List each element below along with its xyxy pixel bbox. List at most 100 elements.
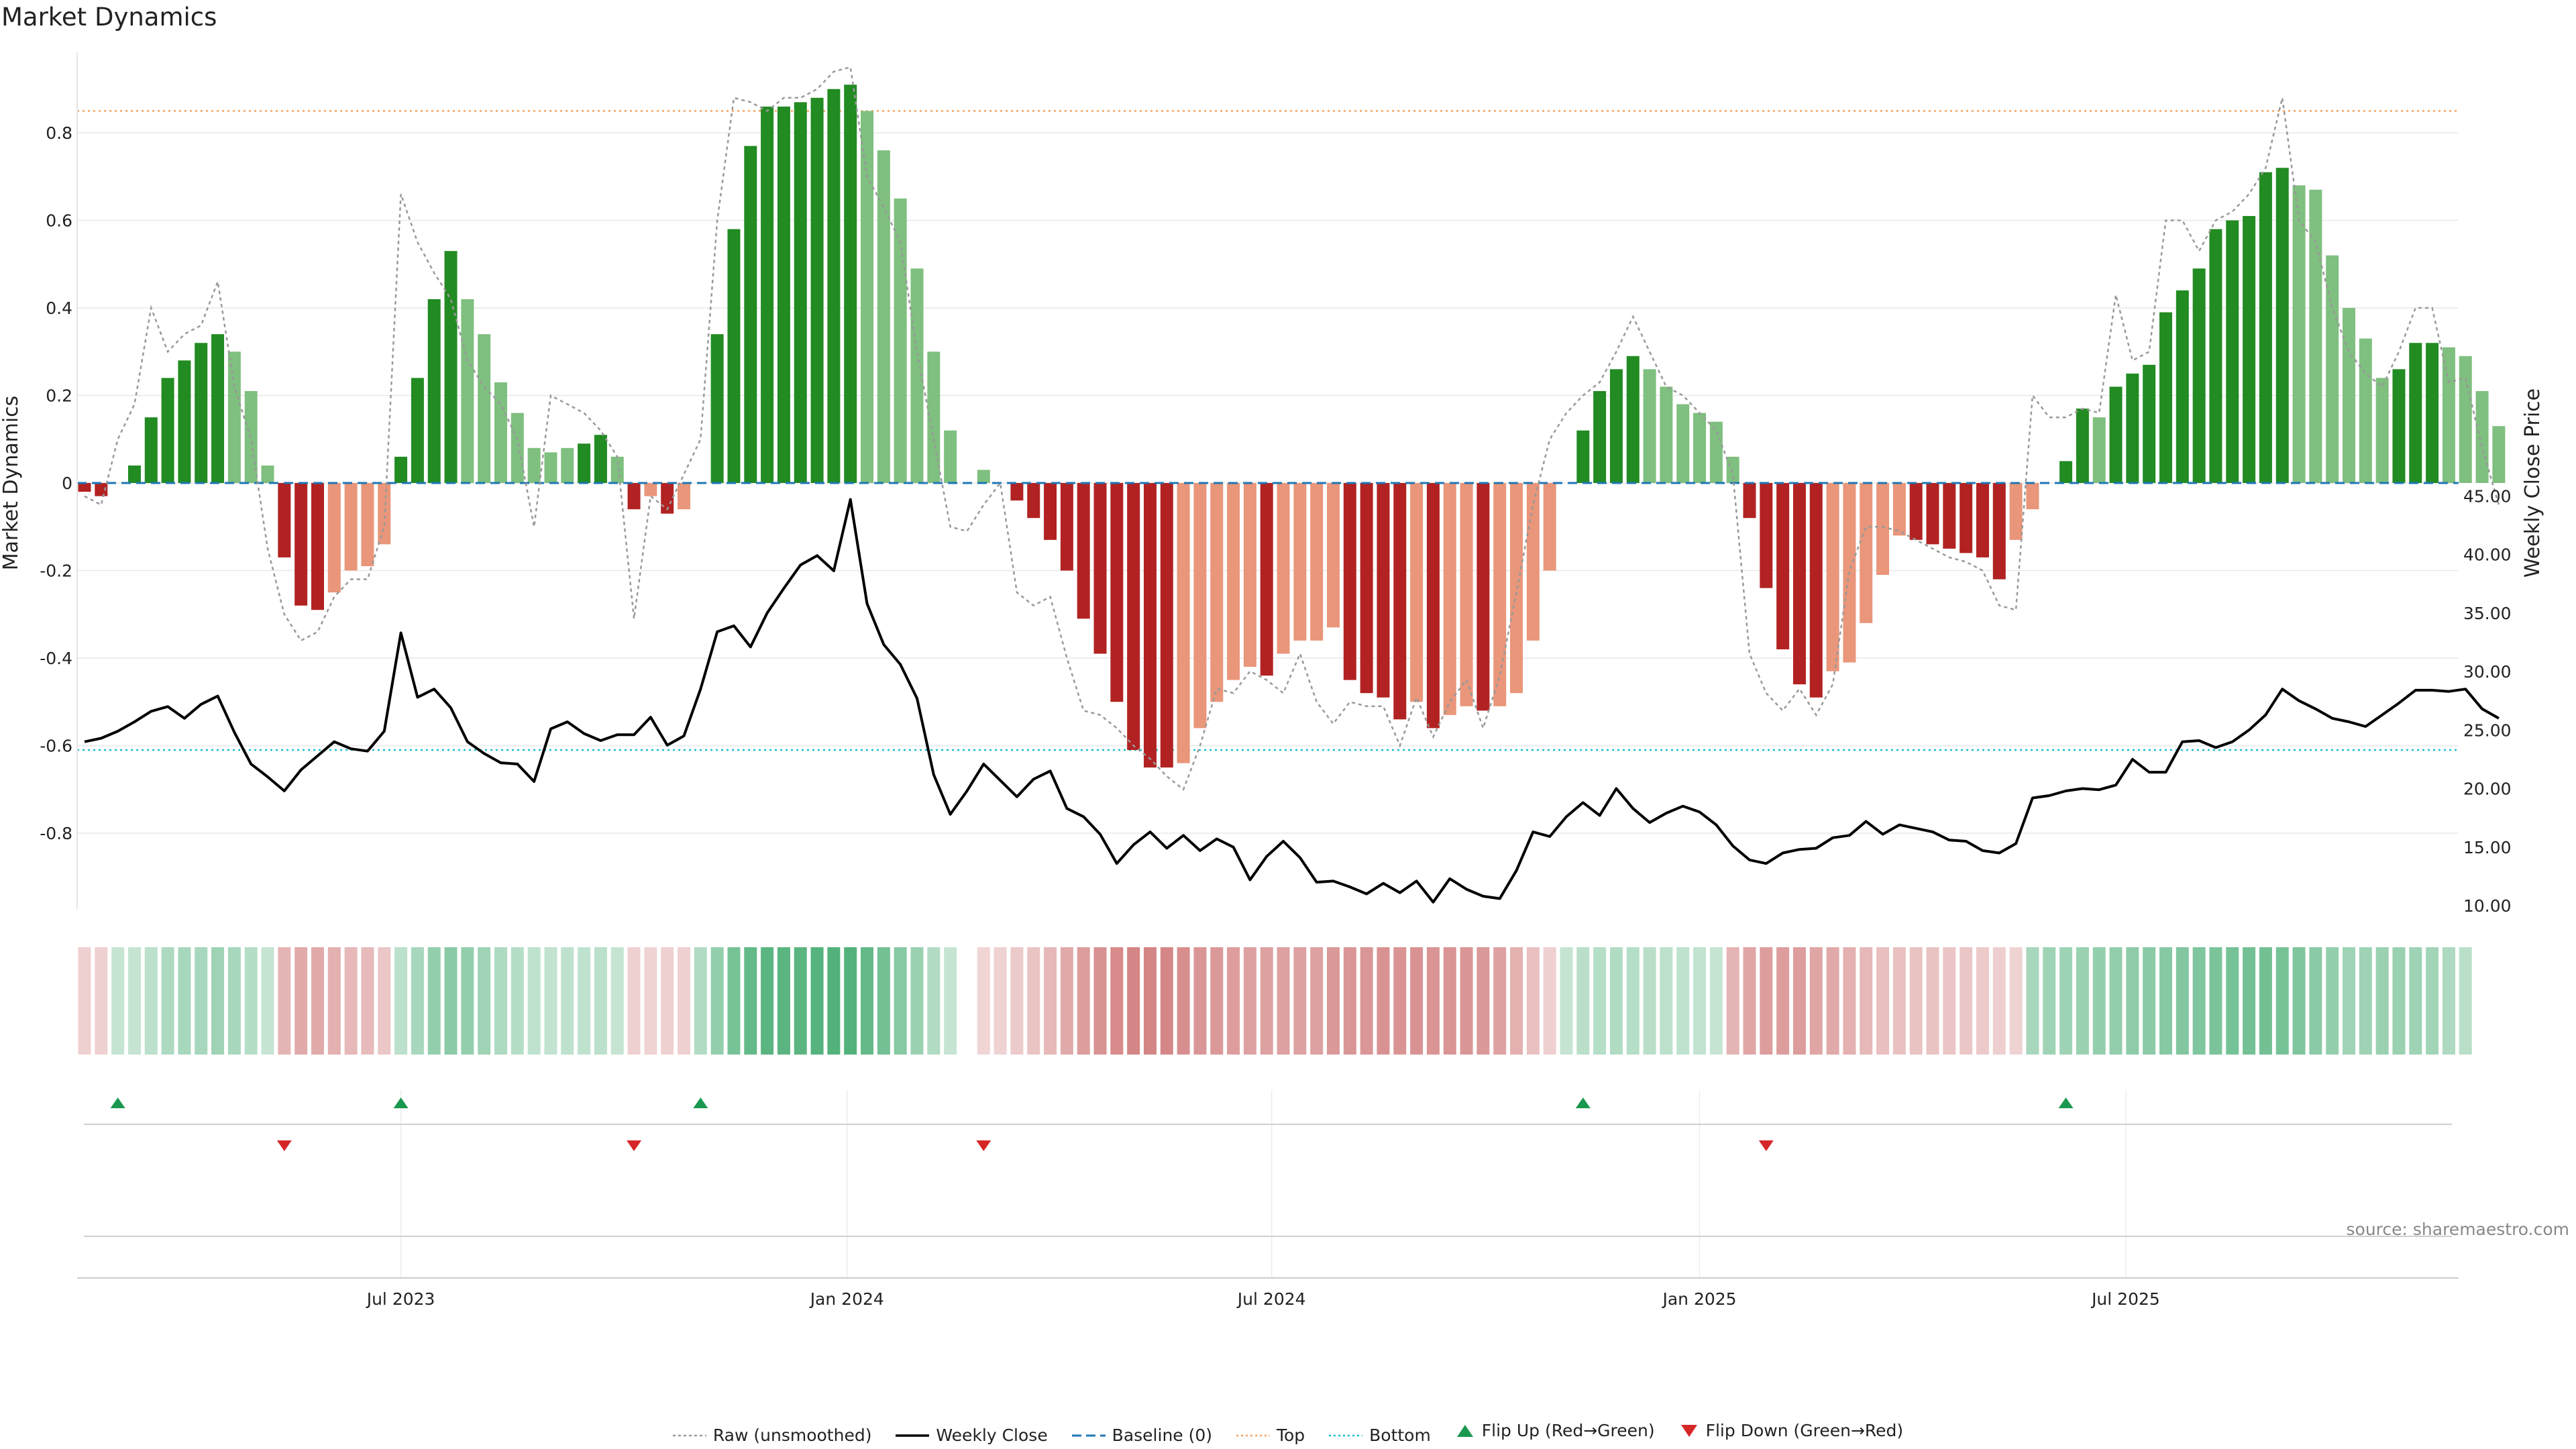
- dynamics-bar: [744, 146, 757, 483]
- heat-cell: [627, 947, 641, 1055]
- dynamics-bar: [1443, 483, 1456, 715]
- dynamics-bar: [2009, 483, 2023, 540]
- triangle-up-icon: [1456, 1424, 1473, 1437]
- heat-cell: [1310, 947, 1324, 1055]
- series-lines: [84, 66, 2500, 904]
- heat-cell: [1260, 947, 1273, 1055]
- legend-label-close: Weekly Close: [936, 1426, 1048, 1445]
- heat-cell: [294, 947, 308, 1055]
- dynamics-bar: [278, 483, 291, 557]
- dynamics-bars: [77, 85, 2506, 768]
- x-tick-label: Jul 2025: [2090, 1289, 2160, 1309]
- heat-cell: [2043, 947, 2056, 1055]
- dynamics-bar: [2326, 255, 2339, 483]
- dynamics-bar: [644, 483, 657, 496]
- heat-cell: [1410, 947, 1424, 1055]
- y-tick-label: 0: [62, 474, 72, 493]
- heat-cell: [144, 947, 158, 1055]
- dynamics-bar: [2076, 409, 2089, 483]
- heat-cell: [2292, 947, 2306, 1055]
- heat-cell: [1426, 947, 1440, 1055]
- heat-cell: [2375, 947, 2389, 1055]
- heat-cell: [411, 947, 424, 1055]
- heat-cell: [944, 947, 957, 1055]
- dynamics-bar: [1760, 483, 1773, 588]
- heat-cell: [2076, 947, 2089, 1055]
- dynamics-bar: [1626, 356, 1640, 483]
- y-right-tick-label: 25.00: [2463, 720, 2512, 740]
- heat-cell: [1860, 947, 1873, 1055]
- legend-item-top: Top: [1236, 1426, 1305, 1445]
- dynamics-bar: [710, 334, 724, 483]
- heat-cell: [2126, 947, 2139, 1055]
- heat-cell: [1060, 947, 1073, 1055]
- heat-cell: [1127, 947, 1140, 1055]
- flip-up-marker: [1575, 1097, 1591, 1108]
- dynamics-bar: [1360, 483, 1373, 694]
- heat-cell: [494, 947, 507, 1055]
- dynamics-bar: [1876, 483, 1890, 576]
- source-note: source: sharemaestro.com: [2346, 1220, 2570, 1239]
- dynamics-bar: [2059, 461, 2073, 483]
- heat-cell: [2259, 947, 2272, 1055]
- dynamics-bar: [1426, 483, 1440, 729]
- y-right-tick-label: 40.00: [2463, 545, 2512, 565]
- raw-line-swatch-icon: [672, 1434, 706, 1436]
- heat-cell: [511, 947, 524, 1055]
- heat-cell: [527, 947, 541, 1055]
- heat-cell: [1992, 947, 2006, 1055]
- heat-cell: [661, 947, 674, 1055]
- heat-cell: [794, 947, 807, 1055]
- heat-cell: [1626, 947, 1640, 1055]
- heat-cell: [1293, 947, 1307, 1055]
- heat-cell: [1960, 947, 1973, 1055]
- heat-cell: [1643, 947, 1656, 1055]
- flip-up-marker: [2058, 1097, 2074, 1108]
- dynamics-bar: [1377, 483, 1390, 698]
- flip-down-marker: [1758, 1140, 1774, 1151]
- heat-cell: [2159, 947, 2172, 1055]
- heat-cell: [2359, 947, 2372, 1055]
- flip-down-marker: [976, 1140, 991, 1151]
- flip-down-marker: [627, 1140, 642, 1151]
- heat-cell: [1892, 947, 1906, 1055]
- heat-cell: [810, 947, 824, 1055]
- heat-cell: [478, 947, 491, 1055]
- heat-cell: [227, 947, 241, 1055]
- dynamics-bar: [1643, 369, 1656, 483]
- heat-cell: [327, 947, 341, 1055]
- flip-down-marker: [276, 1140, 292, 1151]
- dynamics-bar: [2475, 390, 2489, 483]
- dynamics-bar: [1726, 456, 1739, 483]
- heat-cell: [1943, 947, 1956, 1055]
- heat-cell: [2426, 947, 2439, 1055]
- heat-cell: [1909, 947, 1923, 1055]
- dynamics-bar: [427, 299, 441, 483]
- y-tick-label: -0.8: [40, 824, 72, 843]
- legend: Raw (unsmoothed) Weekly Close Baseline (…: [0, 1421, 2576, 1445]
- dynamics-bar: [944, 430, 957, 483]
- dynamics-bar: [1310, 483, 1324, 641]
- dynamics-bar: [2259, 172, 2272, 483]
- dynamics-bar: [894, 198, 907, 483]
- legend-item-flip-up: Flip Up (Red→Green): [1455, 1421, 1655, 1440]
- y-right-tick-label: 35.00: [2463, 604, 2512, 623]
- dynamics-bar: [1044, 483, 1057, 540]
- flip-up-marker: [110, 1097, 125, 1108]
- dynamics-bar: [461, 299, 474, 483]
- heat-cell: [861, 947, 874, 1055]
- dynamics-bar: [810, 97, 824, 484]
- dynamics-bar: [2143, 364, 2156, 483]
- heat-cell: [1593, 947, 1607, 1055]
- heat-cell: [1077, 947, 1090, 1055]
- dynamics-bar: [627, 483, 641, 510]
- heat-cell: [311, 947, 324, 1055]
- heat-cell: [2392, 947, 2406, 1055]
- heat-cell: [2309, 947, 2322, 1055]
- dynamics-bar: [511, 413, 524, 483]
- dynamics-bar: [527, 447, 541, 483]
- dynamics-bar: [1227, 483, 1240, 680]
- heat-cell: [1693, 947, 1707, 1055]
- dynamics-bar: [1410, 483, 1424, 702]
- heat-cell: [2092, 947, 2106, 1055]
